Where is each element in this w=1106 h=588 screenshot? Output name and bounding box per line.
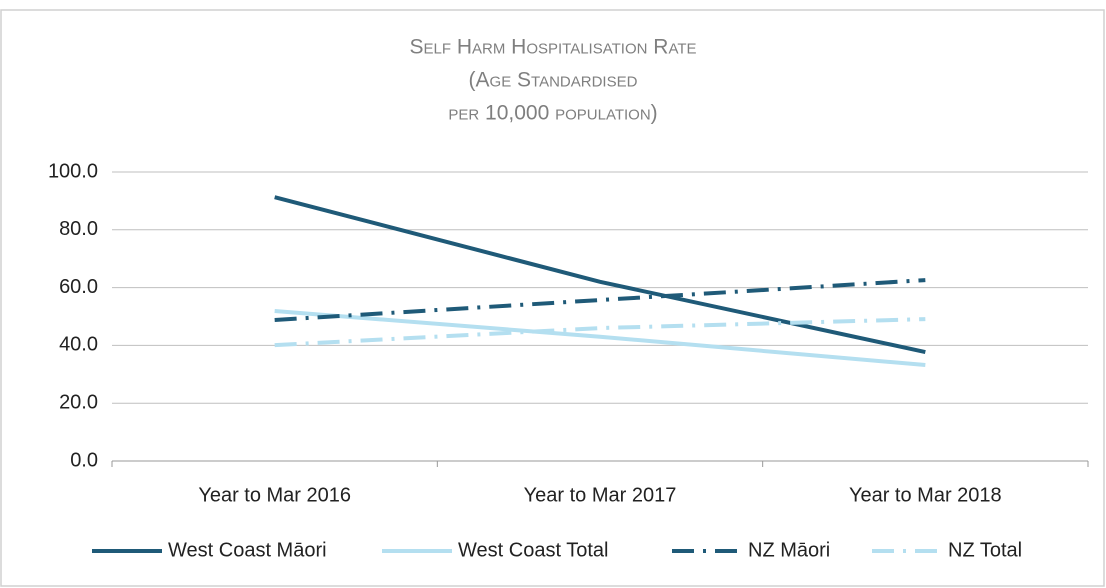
legend-label: West Coast Māori [168, 539, 327, 561]
y-tick-label: 20.0 [59, 391, 98, 413]
x-tick-label: Year to Mar 2017 [524, 484, 677, 506]
y-tick-label: 100.0 [48, 160, 98, 182]
y-tick-label: 40.0 [59, 334, 98, 356]
chart-title: per 10,000 population) [448, 102, 657, 125]
chart-frame [0, 9, 1105, 587]
x-tick-label: Year to Mar 2016 [198, 484, 351, 506]
y-tick-label: 0.0 [70, 449, 98, 471]
x-tick-label: Year to Mar 2018 [849, 484, 1002, 506]
chart-title: Self Harm Hospitalisation Rate [409, 36, 696, 59]
y-tick-label: 60.0 [59, 276, 98, 298]
legend-label: NZ Māori [748, 539, 830, 561]
legend-label: West Coast Total [458, 539, 608, 561]
series-line [274, 195, 926, 355]
y-tick-label: 80.0 [59, 218, 98, 240]
chart-title: (Age Standardised [469, 69, 638, 92]
legend-label: NZ Total [948, 539, 1022, 561]
series-line [274, 309, 926, 368]
